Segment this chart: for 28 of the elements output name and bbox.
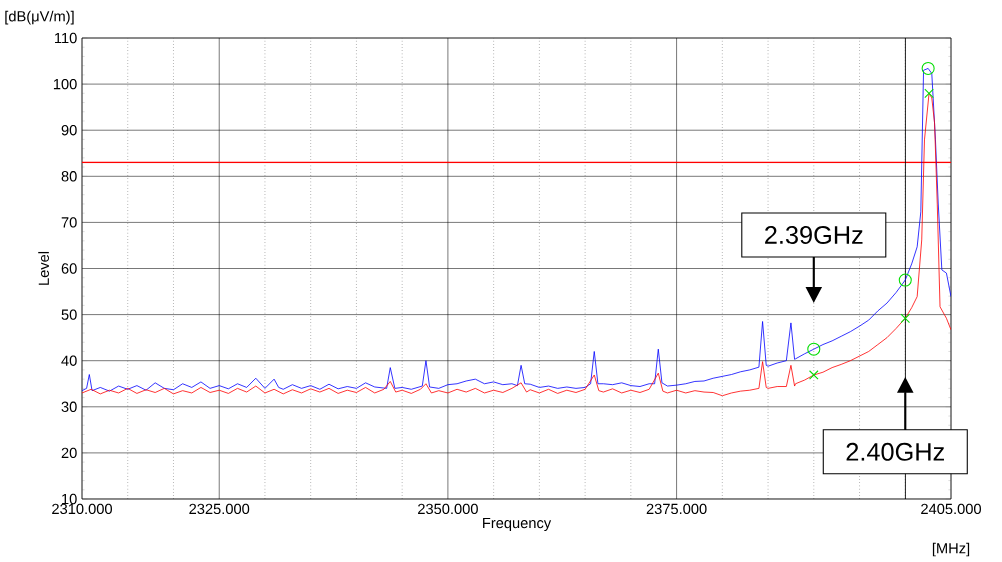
x-tick-label: 2375.000 [646,503,707,515]
x-tick-label: 2350.000 [418,503,478,515]
y-tick-label: 70 [61,217,77,228]
point [921,61,935,75]
x-tick-label: 2310.000 [52,503,112,515]
point [924,88,934,99]
x-tick-label: 2325.000 [189,503,250,515]
x-axis-title: Frequency [483,517,552,532]
y-tick-label: 40 [61,355,77,366]
y-tick-label: 80 [61,171,77,182]
point [809,370,819,380]
point [900,313,911,324]
y-tick-label: 30 [61,401,77,412]
y-tick-label: 110 [55,32,77,44]
text: [dB(μV/m)] [5,10,74,25]
x-tick-label: 2405.000 [921,503,981,515]
y-tick-label: 90 [61,125,77,136]
y-axis-title: Level [38,251,50,285]
y-tick-label: 50 [61,309,77,320]
annotation: 2.39GHz [765,226,863,244]
point [898,273,912,287]
y-tick-label: 100 [53,78,77,90]
y-tick-label: 60 [61,263,77,274]
text: [MHz] [932,542,970,557]
point [807,342,821,356]
annotation: 2.40GHz [846,442,944,461]
y-tick-label: 20 [61,447,77,459]
y-tick-label: 10 [62,493,77,505]
